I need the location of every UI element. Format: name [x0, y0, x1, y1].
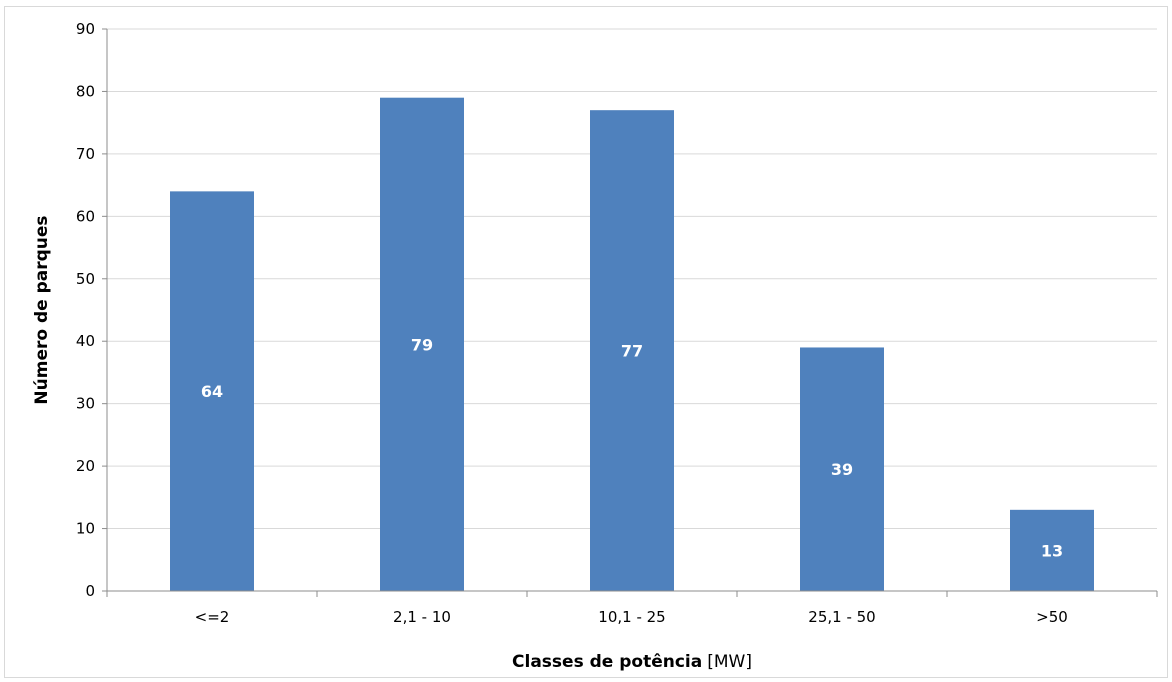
bar-value-label: 77: [621, 342, 643, 361]
bar-value-label: 79: [411, 335, 433, 354]
y-tick-label: 70: [76, 145, 95, 163]
x-axis-title: Classes de potência [MW]: [512, 652, 752, 672]
x-axis-title-text: Classes de potência: [512, 652, 702, 672]
x-tick-label: 10,1 - 25: [598, 608, 665, 626]
x-tick-label: 2,1 - 10: [393, 608, 451, 626]
y-tick-label: 80: [76, 82, 95, 100]
y-tick-label: 0: [85, 582, 95, 600]
y-tick-label: 30: [76, 395, 95, 413]
x-tick-label: <=2: [195, 608, 230, 626]
bar-value-labels: 64 79 77 39 13: [201, 335, 1063, 560]
y-tick-label: 10: [76, 520, 95, 538]
y-tick-label: 60: [76, 207, 95, 225]
y-axis-title: Número de parques: [32, 215, 52, 404]
bars: [170, 97, 1094, 591]
axes: [102, 28, 1158, 597]
x-tick-labels: <=2 2,1 - 10 10,1 - 25 25,1 - 50 >50: [195, 608, 1068, 626]
bar: [380, 97, 464, 591]
y-tick-labels: 0 10 20 30 40 50 60 70 80 90: [76, 20, 95, 600]
bar: [1010, 509, 1094, 591]
bar-value-label: 13: [1041, 541, 1063, 560]
bar-value-label: 64: [201, 382, 223, 401]
bar: [590, 110, 674, 591]
bar: [170, 191, 254, 591]
y-tick-label: 90: [76, 20, 95, 38]
y-tick-label: 50: [76, 270, 95, 288]
y-tick-label: 40: [76, 332, 95, 350]
y-tick-label: 20: [76, 457, 95, 475]
bar-value-label: 39: [831, 460, 853, 479]
x-tick-label: >50: [1036, 608, 1068, 626]
bar: [800, 347, 884, 591]
x-tick-label: 25,1 - 50: [808, 608, 875, 626]
x-axis-unit: [MW]: [707, 652, 752, 672]
